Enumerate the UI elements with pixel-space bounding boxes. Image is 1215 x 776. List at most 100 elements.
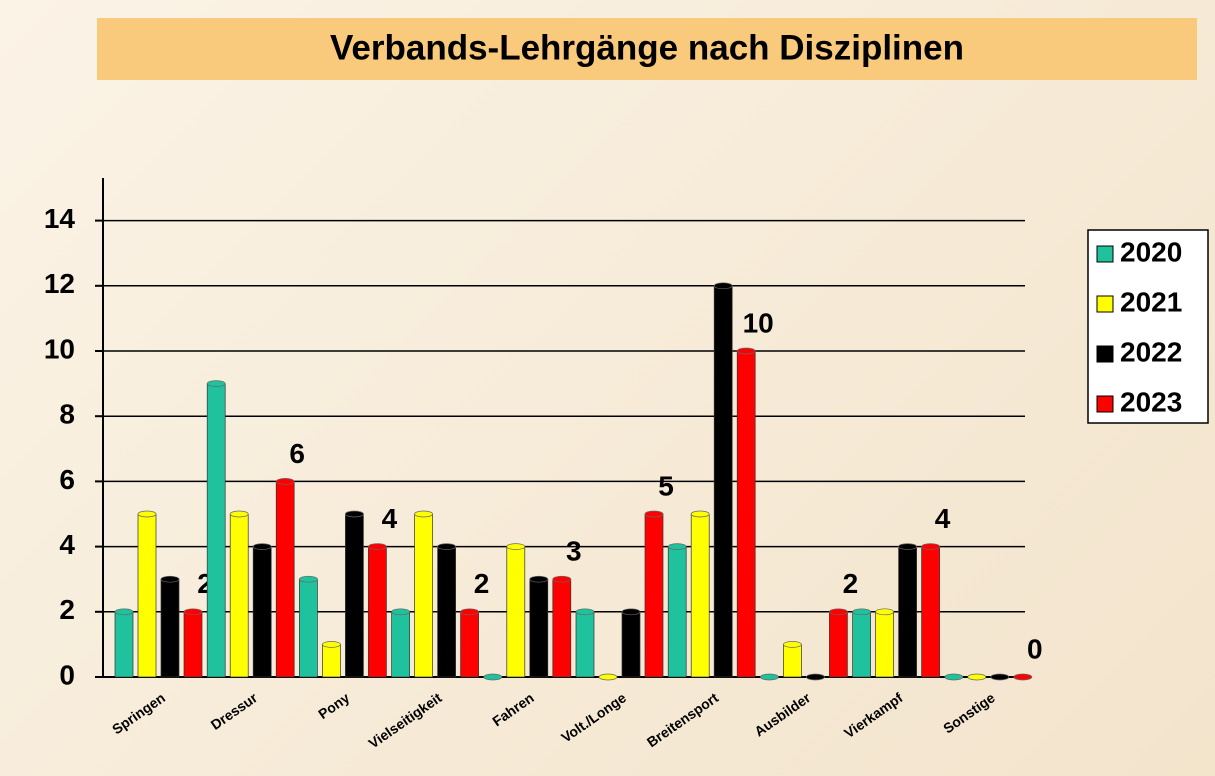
bar-cap [484,674,502,680]
bar [691,514,709,677]
y-tick-label: 4 [59,529,75,560]
bar-cap [230,511,248,517]
x-tick-label: Pony [315,689,352,722]
y-tick-label: 0 [59,659,75,690]
chart-title: Verbands-Lehrgänge nach Disziplinen [330,28,964,67]
bar [737,351,755,677]
bar [184,612,202,677]
bar [530,579,548,677]
data-label: 0 [1027,633,1043,664]
bar [438,547,456,677]
bar [161,579,179,677]
legend-label: 2020 [1120,236,1182,267]
legend-label: 2022 [1120,336,1182,367]
bar-cap [392,609,410,615]
legend-label: 2021 [1120,286,1182,317]
y-tick-label: 2 [59,594,75,625]
bar-cap [461,609,479,615]
bar-cap [806,674,824,680]
legend-swatch [1097,396,1113,412]
x-tick-label: Volt./Longe [558,689,629,745]
y-tick-label: 10 [44,333,75,364]
bar [345,514,363,677]
bar [322,644,340,677]
x-tick-label: Breitensport [644,689,722,750]
bar-cap [299,576,317,582]
bar-cap [968,674,986,680]
bar [553,579,571,677]
bar [645,514,663,677]
bar [853,612,871,677]
bar [415,514,433,677]
legend-label: 2023 [1120,386,1182,417]
bar-cap [138,511,156,517]
data-label: 10 [743,307,774,338]
bar-cap [853,609,871,615]
bar-cap [783,641,801,647]
bar [230,514,248,677]
bar-cap [829,609,847,615]
x-tick-label: Ausbilder [751,689,814,739]
bar-cap [645,511,663,517]
legend-swatch [1097,246,1113,262]
y-tick-label: 8 [59,399,75,430]
bar-cap [530,576,548,582]
bar [207,384,225,677]
bar [876,612,894,677]
bar-cap [207,381,225,387]
data-label: 2 [843,568,859,599]
bar-cap [368,544,386,550]
bar-cap [760,674,778,680]
bar-cap [737,348,755,354]
data-label: 2 [474,568,490,599]
legend-swatch [1097,296,1113,312]
bar-cap [599,674,617,680]
bar-cap [345,511,363,517]
chart: Verbands-Lehrgänge nach Disziplinen 0 2 4 6… [0,0,1215,776]
bar-cap [253,544,271,550]
bar-cap [576,609,594,615]
bar [138,514,156,677]
x-tick-label: Sonstige [940,689,998,736]
bar-cap [184,609,202,615]
y-tick-label: 14 [44,203,76,234]
data-label: 3 [566,536,582,567]
bar-cap [622,609,640,615]
bar-cap [899,544,917,550]
bar-cap [668,544,686,550]
bar-cap [161,576,179,582]
bar-cap [991,674,1009,680]
bar [507,547,525,677]
bar-cap [945,674,963,680]
bar [783,644,801,677]
bar-cap [438,544,456,550]
data-label: 4 [935,503,951,534]
bar-cap [415,511,433,517]
bar [576,612,594,677]
bar-cap [115,609,133,615]
bar [829,612,847,677]
bar [392,612,410,677]
bar [899,547,917,677]
x-tick-label: Dressur [208,689,261,733]
bar-cap [553,576,571,582]
bar [461,612,479,677]
data-label: 6 [289,438,305,469]
bar [922,547,940,677]
data-label: 4 [382,503,398,534]
bar-cap [876,609,894,615]
bar [368,547,386,677]
bar-cap [714,283,732,289]
x-tick-label: Vielseitigkeit [365,689,444,751]
bar-cap [276,478,294,484]
y-tick-label: 6 [59,464,75,495]
bar-cap [1014,674,1032,680]
data-label: 5 [658,470,674,501]
x-tick-label: Fahren [489,689,536,729]
x-tick-label: Vierkampf [841,689,906,741]
x-tick-label: Springen [109,689,168,737]
bar-cap [322,641,340,647]
bar [668,547,686,677]
legend-swatch [1097,346,1113,362]
bar [115,612,133,677]
